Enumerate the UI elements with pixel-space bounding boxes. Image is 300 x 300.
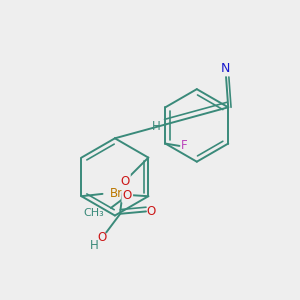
Text: O: O (123, 189, 132, 202)
Text: H: H (152, 120, 161, 133)
Text: F: F (181, 140, 188, 152)
Text: CH₃: CH₃ (83, 208, 104, 218)
Text: O: O (146, 205, 155, 218)
Text: N: N (221, 62, 231, 75)
Text: O: O (97, 231, 106, 244)
Text: Br: Br (110, 188, 123, 200)
Text: H: H (90, 239, 99, 252)
Text: O: O (120, 175, 130, 188)
